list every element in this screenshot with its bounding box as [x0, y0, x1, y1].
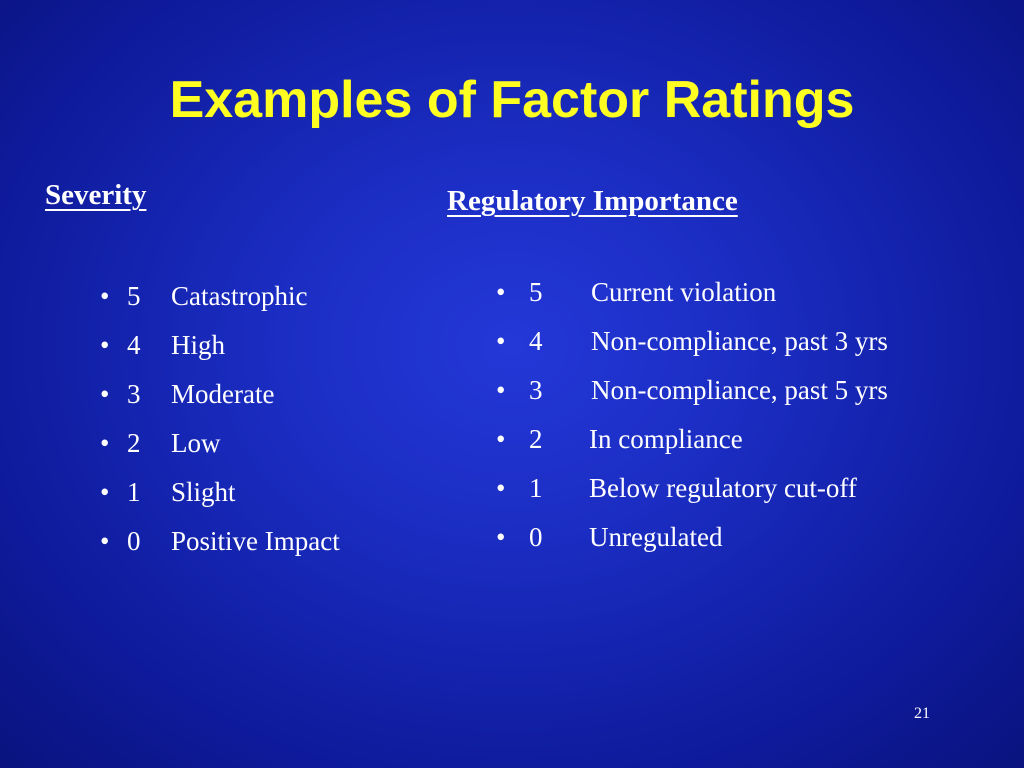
bullet: • — [496, 375, 506, 405]
regulatory-importance-list: • 5 Current violation • 4 Non-compliance… — [496, 275, 986, 565]
bullet: • — [100, 281, 110, 311]
bullet: • — [100, 477, 110, 507]
regulatory-importance-heading: Regulatory Importance — [447, 185, 738, 217]
bullet: • — [496, 424, 506, 454]
bullet: • — [496, 522, 506, 552]
severity-heading: Severity — [45, 179, 147, 211]
regulatory-score: 0 — [529, 522, 543, 552]
severity-label: Positive Impact — [171, 526, 340, 556]
slide-title: Examples of Factor Ratings — [169, 71, 855, 129]
severity-list: • 5 Catastrophic • 4 High • 3 Moderate •… — [100, 279, 420, 559]
severity-score: 5 — [127, 281, 141, 311]
regulatory-label: In compliance — [589, 424, 743, 454]
severity-label: Slight — [171, 477, 236, 507]
severity-score: 4 — [127, 330, 141, 360]
regulatory-score: 2 — [529, 424, 543, 454]
severity-score: 3 — [127, 379, 141, 409]
page-number: 21 — [914, 705, 930, 722]
regulatory-score: 5 — [529, 277, 543, 307]
bullet: • — [100, 330, 110, 360]
severity-label: Moderate — [171, 379, 275, 409]
regulatory-score: 1 — [529, 473, 543, 503]
severity-score: 2 — [127, 428, 141, 458]
bullet: • — [100, 428, 110, 458]
regulatory-score: 3 — [529, 375, 543, 405]
severity-score: 0 — [127, 526, 141, 556]
regulatory-label: Current violation — [591, 277, 777, 307]
severity-score: 1 — [127, 477, 141, 507]
severity-label: Catastrophic — [171, 281, 308, 311]
regulatory-label: Non-compliance, past 3 yrs — [591, 326, 888, 356]
bullet: • — [100, 526, 110, 556]
regulatory-score: 4 — [529, 326, 543, 356]
bullet: • — [496, 326, 506, 356]
regulatory-label: Unregulated — [589, 522, 723, 552]
severity-label: Low — [171, 428, 221, 458]
severity-label: High — [171, 330, 225, 360]
bullet: • — [100, 379, 110, 409]
regulatory-label: Non-compliance, past 5 yrs — [591, 375, 888, 405]
regulatory-label: Below regulatory cut-off — [589, 473, 857, 503]
bullet: • — [496, 277, 506, 307]
bullet: • — [496, 473, 506, 503]
